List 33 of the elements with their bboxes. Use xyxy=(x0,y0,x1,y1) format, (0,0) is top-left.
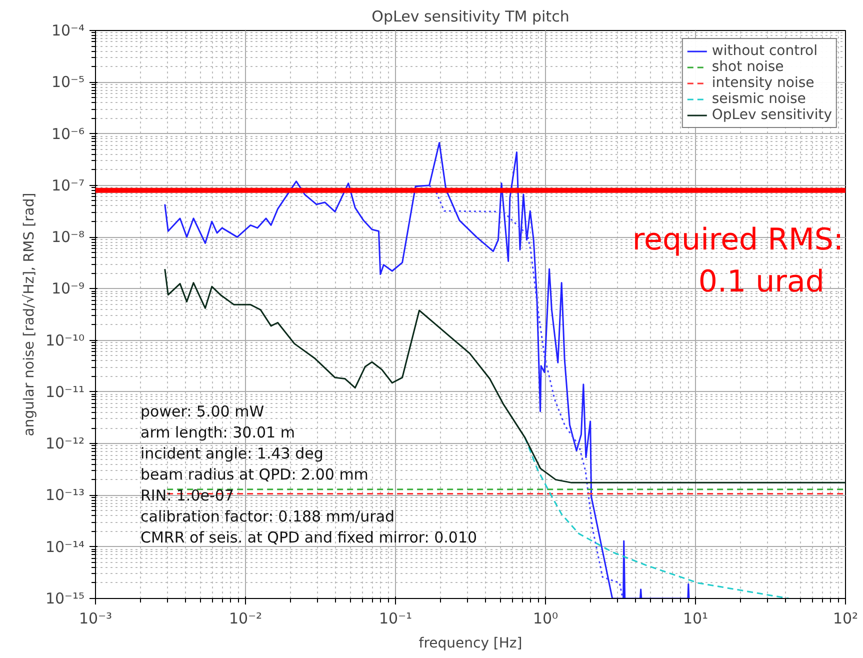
x-tick-label: 10² xyxy=(832,610,858,628)
legend-label: without control xyxy=(712,43,818,59)
y-tick-label: 10⁻⁵ xyxy=(51,73,85,92)
y-tick-label: 10⁻¹¹ xyxy=(45,382,84,401)
annotation: CMRR of seis. at QPD and fixed mirror: 0.010 xyxy=(140,528,478,546)
x-tick-label: 10⁻³ xyxy=(78,610,112,628)
annotation: beam radius at QPD: 2.00 mm xyxy=(140,466,368,484)
annotation: arm length: 30.01 m xyxy=(140,424,295,442)
y-tick-label: 10⁻¹² xyxy=(45,434,84,453)
annotation: incident angle: 1.43 deg xyxy=(140,444,324,462)
y-tick-label: 10⁻⁹ xyxy=(51,280,85,298)
x-tick-label: 10⁻¹ xyxy=(378,610,412,628)
y-tick-label: 10⁻¹⁰ xyxy=(45,331,84,350)
legend-label: OpLev sensitivity xyxy=(712,107,832,123)
y-tick-label: 10⁻⁶ xyxy=(51,124,85,143)
x-tick-label: 10⁻² xyxy=(228,610,262,628)
y-tick-label: 10⁻¹⁴ xyxy=(45,538,84,556)
x-tick-label: 10¹ xyxy=(682,610,708,628)
x-tick-label: 10⁰ xyxy=(532,610,558,628)
legend-label: seismic noise xyxy=(712,91,806,107)
annotation: calibration factor: 0.188 mm/urad xyxy=(140,508,395,526)
y-axis-title: angular noise [rad/√Hz], RMS [rad] xyxy=(21,192,38,436)
legend-label: intensity noise xyxy=(712,75,814,91)
legend-label: shot noise xyxy=(712,59,784,75)
chart-title: OpLev sensitivity TM pitch xyxy=(372,8,570,26)
y-tick-label: 10⁻¹⁵ xyxy=(45,590,84,608)
y-tick-label: 10⁻⁷ xyxy=(51,176,85,194)
x-axis-title: frequency [Hz] xyxy=(418,636,522,652)
y-tick-label: 10⁻⁸ xyxy=(51,228,85,246)
ref-line-label: required RMS: 0.1 urad xyxy=(632,222,844,300)
y-tick-label: 10⁻¹³ xyxy=(45,486,84,504)
y-tick-label: 10⁻⁴ xyxy=(51,22,85,40)
annotation: power: 5.00 mW xyxy=(140,402,264,420)
